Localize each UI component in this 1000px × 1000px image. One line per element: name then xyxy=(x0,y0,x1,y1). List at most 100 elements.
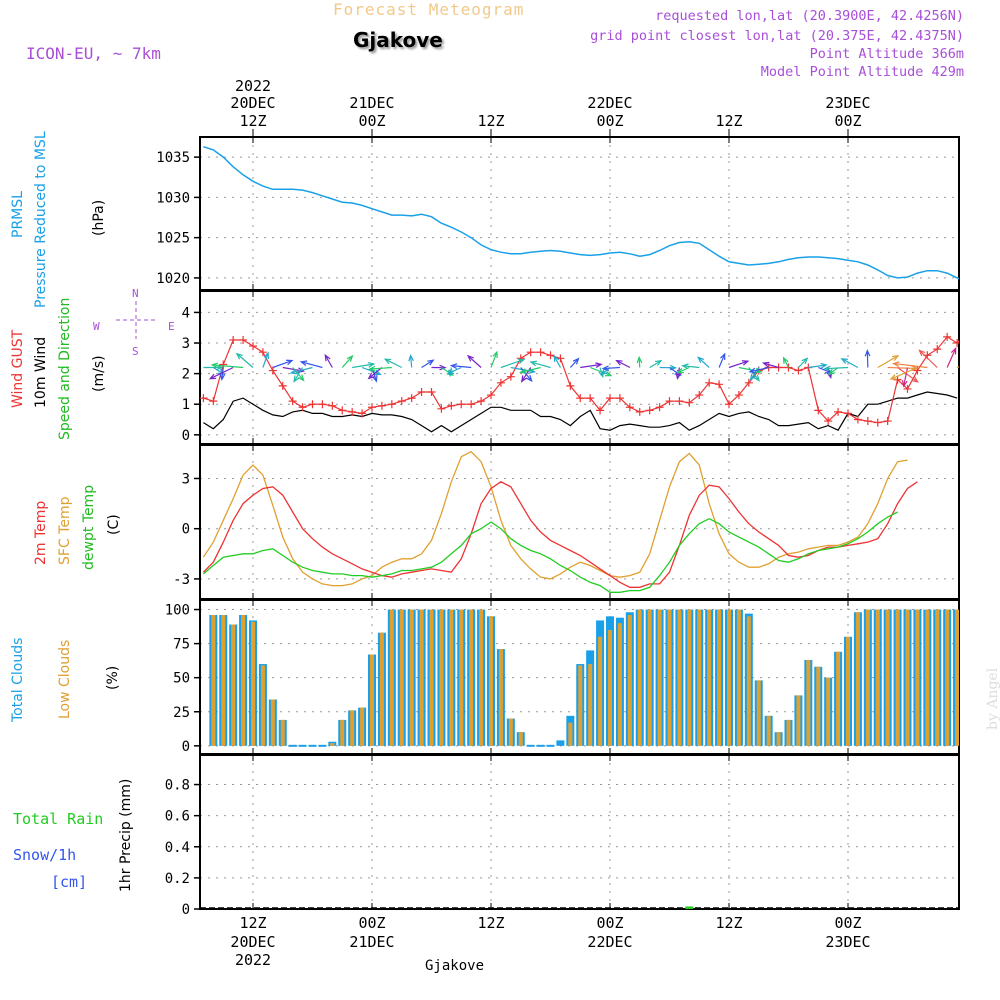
wind-arrow-head xyxy=(219,373,226,382)
top-tick-4-a: 12Z xyxy=(715,112,743,130)
compass-west: W xyxy=(93,320,100,333)
wind-10m-line xyxy=(203,391,958,433)
low-cloud-bar xyxy=(756,680,761,746)
gust-marker xyxy=(209,397,218,406)
wind-arrow xyxy=(262,352,269,368)
gust-marker xyxy=(387,400,396,409)
low-cloud-bar xyxy=(816,666,821,746)
low-cloud-bar xyxy=(945,609,950,746)
wind-arrow-head xyxy=(299,360,308,366)
y-tick-label: 0.4 xyxy=(165,840,190,856)
p5-label-rain: Total Rain xyxy=(13,810,104,828)
low-cloud-bar xyxy=(855,612,860,746)
gust-marker xyxy=(635,407,644,416)
bottom-tick-2-a: 12Z xyxy=(477,914,505,932)
wind-arrow-head xyxy=(820,362,828,369)
wind-arrow xyxy=(877,355,899,369)
subtitle: Forecast Meteogram xyxy=(333,0,525,19)
low-cloud-bar xyxy=(905,609,910,746)
top-tick-5-b: 00Z xyxy=(834,112,862,130)
wind-arrow xyxy=(946,348,957,368)
p4-label-total: Total Clouds xyxy=(10,637,26,722)
wind-arrow-head xyxy=(408,353,414,362)
wind-arrow xyxy=(649,360,662,369)
total-cloud-bar xyxy=(973,610,981,746)
wind-arrow-head xyxy=(517,358,526,365)
gust-marker xyxy=(566,381,575,390)
sfc-temp-line xyxy=(202,450,908,587)
gust-marker xyxy=(883,417,892,426)
low-cloud-bar xyxy=(330,743,335,746)
low-cloud-bar xyxy=(895,609,900,746)
y-tick-label: 1020 xyxy=(156,271,190,287)
bottom-tick-3-b: 22DEC xyxy=(587,933,633,951)
wind-arrow xyxy=(919,349,938,368)
wind-arrow xyxy=(301,361,323,369)
p5-label-snow: Snow/1h xyxy=(13,846,77,864)
gridpoint-coords: grid point closest lon,lat (20.375E, 42.… xyxy=(590,28,964,44)
gust-marker xyxy=(963,327,971,335)
low-cloud-bar xyxy=(340,719,345,746)
bottom-tick-5-a: 00Z xyxy=(834,914,862,932)
wind-arrow-head xyxy=(286,359,294,366)
y-tick-label: 3 xyxy=(182,336,190,352)
low-cloud-bar xyxy=(399,609,404,746)
wind-arrow xyxy=(749,366,769,373)
wind-arrow xyxy=(580,363,602,369)
low-cloud-bar xyxy=(826,677,831,746)
gust-marker xyxy=(665,397,674,406)
gust-marker xyxy=(844,409,852,418)
gust-marker xyxy=(725,400,733,409)
wind-arrow-head xyxy=(368,365,376,372)
wind-arrow-head xyxy=(697,356,705,364)
wind-arrow xyxy=(236,353,254,368)
point-altitude: Point Altitude 366m xyxy=(809,46,964,62)
temp-2m-line xyxy=(202,481,918,588)
y-tick-label: 0.2 xyxy=(165,871,190,887)
wind-arrow-head xyxy=(383,358,392,365)
low-cloud-bar xyxy=(409,609,414,746)
wind-arrow xyxy=(903,367,909,387)
top-tick-0-a: 20DEC xyxy=(230,94,276,112)
top-tick-0-b: 12Z xyxy=(239,112,267,130)
gust-marker xyxy=(348,407,357,416)
dewpoint-line xyxy=(202,511,898,593)
wind-arrow-head xyxy=(297,374,305,382)
wind-arrow-head xyxy=(595,362,603,369)
wind-arrow-head xyxy=(604,370,613,377)
wind-arrow xyxy=(221,367,224,380)
bottom-tick-5-b: 23DEC xyxy=(825,933,871,951)
wind-arrow-head xyxy=(675,372,682,380)
low-cloud-bar xyxy=(221,614,226,746)
wind-arrow-head xyxy=(615,359,623,366)
wind-arrow-head xyxy=(748,367,757,374)
compass-north: N xyxy=(132,287,139,300)
wind-arrow-head xyxy=(676,367,684,374)
gust-marker xyxy=(308,400,317,409)
bottom-year: 2022 xyxy=(234,951,272,969)
wind-arrow-head xyxy=(827,368,836,376)
wind-arrow xyxy=(763,362,779,369)
bottom-tick-0-b: 20DEC xyxy=(230,933,276,951)
gust-marker xyxy=(358,409,367,418)
wind-arrow-head xyxy=(892,361,900,368)
wind-arrow-head xyxy=(520,375,528,383)
gust-marker xyxy=(268,366,277,375)
wind-arrow-head xyxy=(208,373,217,380)
low-cloud-bar xyxy=(578,665,583,746)
low-cloud-bar xyxy=(479,609,484,746)
model-label: ICON-EU, ~ 7km xyxy=(26,44,161,63)
y-tick-label: 2 xyxy=(182,367,190,383)
wind-arrow xyxy=(797,357,808,368)
wind-arrow-head xyxy=(263,351,270,359)
y-tick-label: 0 xyxy=(182,428,190,444)
wind-arrow-head xyxy=(840,358,848,364)
wind-arrow xyxy=(324,354,333,368)
low-cloud-bar xyxy=(241,614,246,746)
wind-arrow xyxy=(368,367,383,379)
low-cloud-bar xyxy=(647,609,652,746)
low-cloud-bar xyxy=(776,732,781,746)
wind-arrow-head xyxy=(918,349,926,357)
low-cloud-bar xyxy=(370,654,374,746)
top-year: 2022 xyxy=(234,77,272,95)
